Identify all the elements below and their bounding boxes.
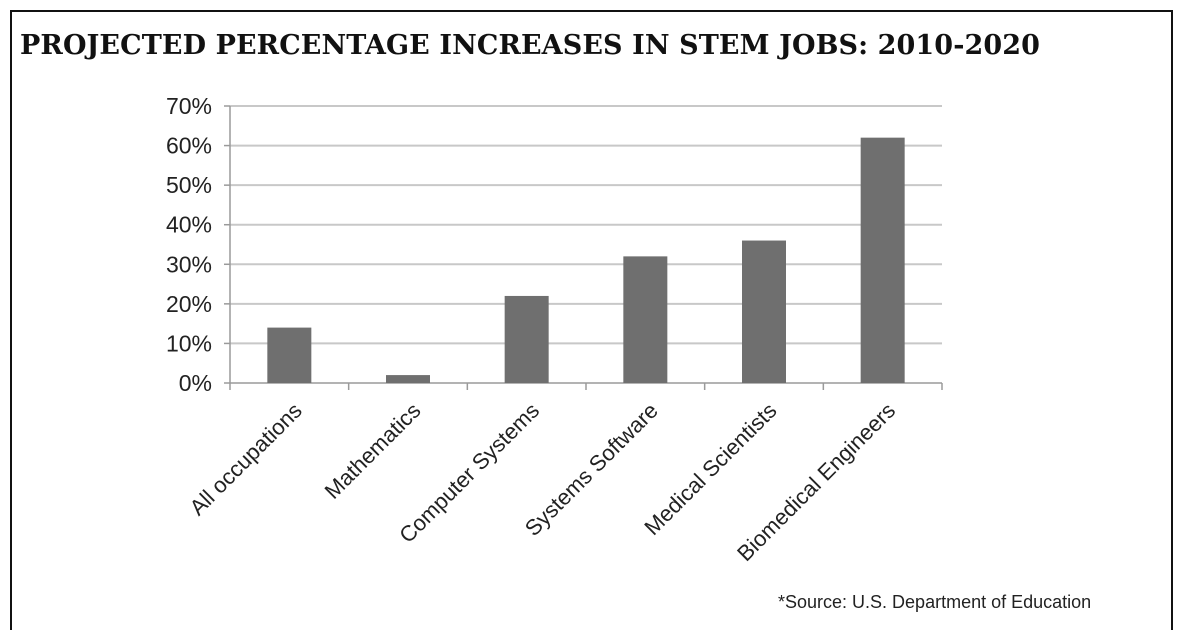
chart-frame	[10, 10, 1173, 630]
chart-title: PROJECTED PERCENTAGE INCREASES IN STEM J…	[20, 30, 1041, 61]
y-tick-label: 50%	[166, 172, 212, 198]
gridlines	[230, 105, 942, 345]
bar	[742, 240, 786, 383]
y-tick-label: 10%	[166, 330, 212, 356]
y-tick-labels: 0% 10% 20% 30% 40% 50% 60% 70%	[166, 93, 212, 396]
x-tick-label: Mathematics	[320, 398, 426, 504]
bar	[267, 327, 312, 383]
source-note: *Source: U.S. Department of Education	[778, 592, 1092, 612]
y-tick-label: 0%	[179, 370, 212, 396]
y-tick-label: 60%	[166, 133, 212, 159]
bars	[267, 137, 905, 383]
bar	[860, 137, 905, 383]
y-tick-label: 70%	[166, 93, 212, 119]
x-tick-label: All occupations	[185, 398, 307, 520]
axes	[224, 105, 943, 390]
y-tick-label: 40%	[166, 212, 212, 238]
bar	[386, 375, 430, 383]
bar	[623, 256, 668, 383]
x-tick-label: Medical Scientists	[639, 398, 781, 540]
y-tick-label: 20%	[166, 291, 212, 317]
y-tick-label: 30%	[166, 251, 212, 277]
bar	[504, 295, 549, 383]
